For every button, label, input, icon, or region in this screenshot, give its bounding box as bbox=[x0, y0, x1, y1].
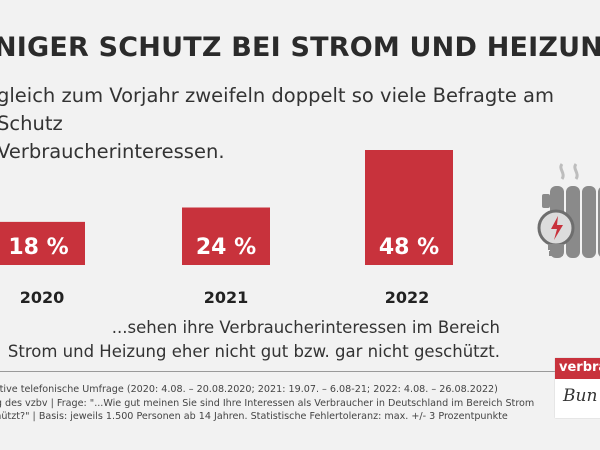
category-label: 2021 bbox=[204, 288, 249, 307]
bar-2021 bbox=[182, 207, 270, 265]
chart-title: NIGER SCHUTZ BEI STROM UND HEIZUNG bbox=[0, 32, 600, 63]
radiator-with-lightbulb-icon bbox=[537, 163, 600, 258]
category-label: 2020 bbox=[20, 288, 65, 307]
logo-banner: verbrau bbox=[555, 358, 600, 379]
footer-divider bbox=[0, 371, 600, 372]
bar-value-label: 18 % bbox=[8, 235, 68, 260]
logo-script: Bun bbox=[563, 386, 598, 406]
logo-text: verbrau bbox=[559, 360, 600, 375]
bar-2022 bbox=[365, 150, 453, 265]
chart-footnote: ...sehen ihre Verbraucherinteressen im B… bbox=[7, 318, 500, 361]
brand-logo: verbrau Bun bbox=[555, 358, 600, 418]
source-note: tative telefonische Umfrage (2020: 4.08.… bbox=[0, 384, 535, 423]
bar-value-label: 24 % bbox=[196, 235, 256, 260]
bar-2020 bbox=[0, 221, 85, 265]
chart-subtitle: gleich zum Vorjahr zweifeln doppelt so v… bbox=[0, 84, 554, 163]
bar-chart: 18 % 2020 24 % 2021 48 % 2022 bbox=[0, 150, 453, 307]
category-label: 2022 bbox=[385, 288, 430, 307]
bar-value-label: 48 % bbox=[379, 235, 439, 260]
